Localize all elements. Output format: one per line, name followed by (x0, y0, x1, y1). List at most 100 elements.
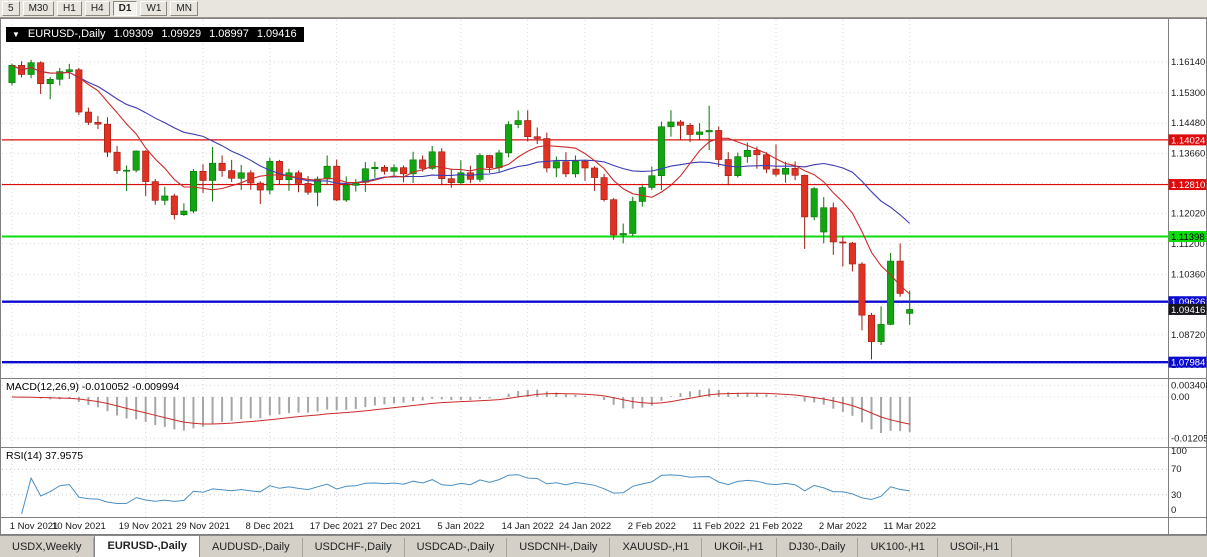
chart-tab-usdchf-daily[interactable]: USDCHF-,Daily (302, 538, 405, 557)
chart-tab-usoil-h1[interactable]: USOil-,H1 (937, 538, 1013, 557)
timeframe-button-5[interactable]: 5 (2, 1, 20, 16)
chart-tab-uk100-h1[interactable]: UK100-,H1 (858, 538, 938, 557)
date-axis-label: 8 Dec 2021 (246, 521, 295, 532)
candle-down (610, 199, 618, 236)
price-axis-label: 1.15300 (1171, 88, 1205, 99)
candle-down (419, 159, 427, 169)
candle-down (400, 167, 408, 175)
date-axis-label: 14 Jan 2022 (502, 521, 554, 532)
candle-up (342, 184, 350, 201)
timeframe-button-m30[interactable]: M30 (22, 1, 55, 16)
candle-up (705, 130, 713, 133)
candle-up (189, 170, 197, 212)
candle-up (552, 161, 560, 169)
macd-axis-label: 0.00 (1171, 392, 1190, 403)
timeframe-button-w1[interactable]: W1 (140, 1, 168, 16)
chart-title-box: ▼ EURUSD-,Daily 1.09309 1.09929 1.08997 … (6, 27, 304, 42)
chart-low-value: 1.08997 (209, 28, 249, 40)
price-axis-label: 1.14480 (1171, 118, 1205, 129)
macd-axis-label: -0.01205 (1171, 433, 1207, 444)
price-axis-label: 1.08720 (1171, 330, 1205, 341)
candle-up (887, 260, 895, 325)
candle-down (256, 182, 264, 191)
candle-up (409, 159, 417, 175)
chart-symbol-period: EURUSD-,Daily (27, 28, 106, 40)
date-axis-label: 17 Dec 2021 (310, 521, 364, 532)
chart-tab-xauusd-h1[interactable]: XAUUSD-,H1 (610, 538, 703, 557)
candle-down (896, 260, 904, 294)
candle-up (8, 65, 16, 83)
price-level-badge (1168, 231, 1207, 243)
candle-down (275, 161, 283, 181)
candle-up (514, 120, 522, 125)
candle-down (104, 123, 112, 153)
ma-slow-line (11, 64, 911, 224)
candle-down (438, 151, 446, 179)
chart-tab-audusd-daily[interactable]: AUDUSD-,Daily (199, 538, 303, 557)
candle-down (228, 170, 236, 179)
candle-down (151, 181, 159, 201)
chart-tab-usdcad-daily[interactable]: USDCAD-,Daily (404, 538, 508, 557)
candle-down (94, 122, 102, 125)
timeframe-button-h1[interactable]: H1 (57, 1, 82, 16)
candle-up (619, 233, 627, 236)
chart-canvas[interactable]: MACD(12,26,9) -0.010052 -0.009994 0.00340… (0, 18, 1207, 535)
macd-signal-line (11, 392, 910, 425)
date-axis-label: 29 Nov 2021 (176, 521, 230, 532)
candle-up (390, 167, 398, 172)
chart-tab-bar: USDX,Weekly EURUSD-,Daily AUDUSD-,Daily USD… (0, 535, 1207, 557)
chart-tab-ukoil-h1[interactable]: UKOil-,H1 (702, 538, 777, 557)
candle-down (199, 170, 207, 181)
candle-down (37, 62, 45, 85)
candle-up (428, 151, 436, 169)
chart-tab-eurusd-daily[interactable]: EURUSD-,Daily (94, 535, 200, 557)
date-axis-label: 11 Feb 2022 (692, 521, 745, 532)
macd-axis-label: 0.003408 (1171, 380, 1207, 391)
candle-down (170, 195, 178, 216)
date-axis-label: 5 Jan 2022 (437, 521, 484, 532)
candle-up (877, 324, 885, 342)
candle-up (820, 207, 828, 233)
candle-down (848, 242, 856, 265)
candle-up (667, 121, 675, 128)
candle-up (906, 309, 914, 314)
price-level-badge-label: 1.11398 (1171, 232, 1205, 243)
timeframe-button-d1[interactable]: D1 (112, 1, 138, 16)
chevron-down-icon[interactable]: ▼ (12, 29, 20, 39)
timeframe-button-mn[interactable]: MN (170, 1, 198, 16)
chart-tab-usdx-weekly[interactable]: USDX,Weekly (0, 538, 95, 557)
candle-up (476, 155, 484, 180)
candle-down (858, 263, 866, 316)
macd-panel-label: MACD(12,26,9) -0.010052 -0.009994 (6, 381, 180, 393)
candle-down (591, 167, 599, 178)
current-price-badge-label: 1.09416 (1171, 305, 1205, 316)
price-level-badge-label: 1.14024 (1171, 135, 1205, 146)
candle-up (209, 162, 217, 181)
ma-fast-line (11, 64, 911, 295)
chart-high-value: 1.09929 (161, 28, 202, 40)
candle-down (562, 161, 570, 175)
date-axis-label: 10 Nov 2021 (52, 521, 106, 532)
candle-down (466, 172, 474, 180)
candle-up (371, 166, 379, 170)
rsi-axis-label: 30 (1171, 490, 1182, 501)
chart-tab-dj30-daily[interactable]: DJ30-,Daily (776, 538, 859, 557)
candle-up (648, 175, 656, 188)
candle-down (600, 177, 608, 200)
rsi-axis-label: 0 (1171, 505, 1176, 516)
chart-tab-usdcnh-daily[interactable]: USDCNH-,Daily (507, 538, 611, 557)
price-level-badge-label: 1.09626 (1171, 297, 1205, 308)
rsi-axis-label: 100 (1171, 446, 1187, 457)
candle-up (132, 150, 140, 171)
candle-down (801, 175, 809, 218)
candle-up (237, 172, 245, 179)
candle-down (753, 150, 761, 156)
candle-down (715, 130, 723, 160)
timeframe-toolbar: 5 M30 H1 H4 D1 W1 MN (0, 0, 1207, 18)
price-level-badge (1168, 296, 1207, 308)
timeframe-button-h4[interactable]: H4 (84, 1, 110, 16)
candle-down (142, 150, 150, 182)
chart-window: MACD(12,26,9) -0.010052 -0.009994 0.00340… (0, 18, 1207, 535)
candle-down (867, 314, 875, 342)
candle-down (524, 120, 532, 138)
